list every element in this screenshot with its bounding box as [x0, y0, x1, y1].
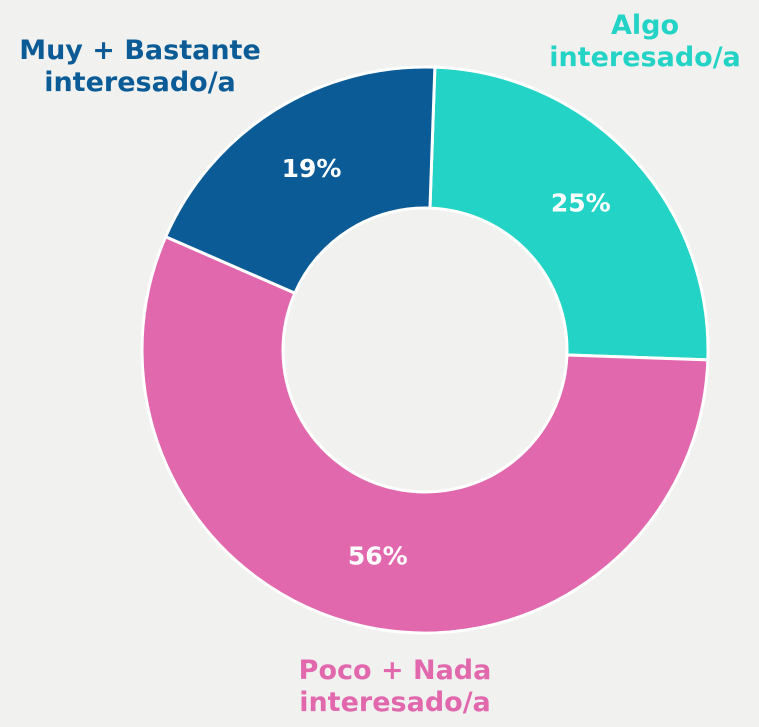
category-label: Poco + Nada interesado/a	[298, 655, 492, 718]
value-label: 56%	[348, 542, 408, 571]
value-label: 19%	[282, 154, 342, 183]
donut-slice	[140, 234, 710, 635]
donut-slice	[428, 65, 710, 362]
category-label: Algo interesado/a	[549, 10, 741, 73]
category-label: Muy + Bastante interesado/a	[19, 35, 261, 98]
donut-slice	[163, 65, 437, 296]
value-label: 25%	[551, 189, 611, 218]
